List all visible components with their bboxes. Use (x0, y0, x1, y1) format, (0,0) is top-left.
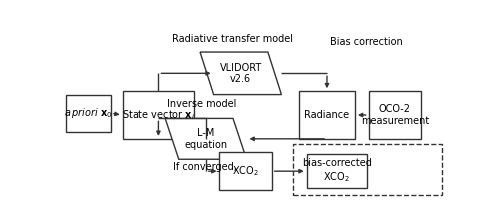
FancyBboxPatch shape (368, 91, 421, 139)
FancyBboxPatch shape (220, 152, 272, 190)
Polygon shape (165, 118, 246, 159)
Text: OCO-2
measurement: OCO-2 measurement (360, 104, 429, 126)
Text: $\mathrm{XCO_2}$: $\mathrm{XCO_2}$ (232, 164, 259, 178)
Text: State vector $\mathbf{x}_i$: State vector $\mathbf{x}_i$ (122, 108, 195, 122)
Text: VLIDORT
v2.6: VLIDORT v2.6 (220, 63, 262, 84)
FancyBboxPatch shape (299, 91, 355, 139)
FancyBboxPatch shape (122, 91, 194, 139)
FancyBboxPatch shape (66, 95, 111, 132)
Text: Radiative transfer model: Radiative transfer model (172, 34, 294, 44)
Text: Bias correction: Bias correction (330, 37, 403, 47)
Text: If converged,: If converged, (173, 162, 237, 172)
Text: Radiance: Radiance (304, 110, 350, 120)
Text: $a\,priori$ $\mathbf{x}_0$: $a\,priori$ $\mathbf{x}_0$ (64, 106, 113, 120)
Text: Inverse model: Inverse model (167, 99, 236, 109)
FancyBboxPatch shape (306, 154, 366, 188)
Text: L-M
equation: L-M equation (184, 128, 228, 150)
Text: bias-corrected
$\mathrm{XCO_2}$: bias-corrected $\mathrm{XCO_2}$ (302, 158, 372, 184)
Polygon shape (200, 52, 281, 95)
